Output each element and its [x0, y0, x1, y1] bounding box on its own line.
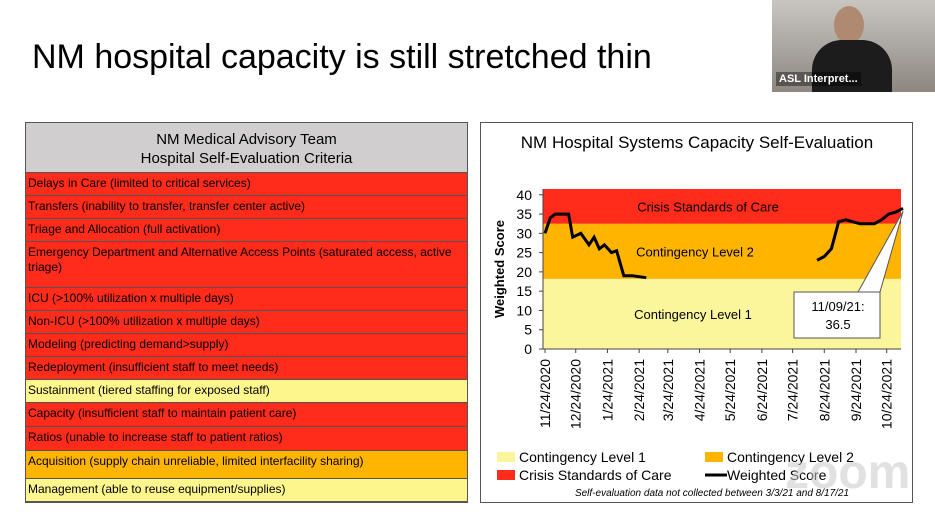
legend-label: Weighted Score	[727, 467, 827, 483]
x-tick-label: 11/24/2020	[537, 359, 553, 428]
table-row: Delays in Care (limited to critical serv…	[26, 173, 467, 196]
slide-title: NM hospital capacity is still stretched …	[32, 38, 652, 76]
legend-label: Crisis Standards of Care	[519, 467, 672, 483]
band	[543, 189, 901, 224]
header-line: Hospital Self-Evaluation Criteria	[140, 150, 353, 167]
x-tick-label: 2/24/2021	[631, 359, 647, 421]
table-header: NM Medical Advisory Team Hospital Self-E…	[26, 123, 467, 173]
y-tick-label: 30	[516, 225, 532, 241]
callout-date: 11/09/21:	[811, 299, 864, 314]
footnote: Self-evaluation data not collected betwe…	[575, 488, 849, 499]
band-label: Crisis Standards of Care	[637, 199, 779, 214]
x-tick-label: 4/24/2021	[691, 359, 707, 421]
legend-swatch	[497, 452, 515, 462]
chart-frame	[480, 122, 913, 503]
band	[543, 223, 901, 279]
y-tick-label: 15	[516, 283, 532, 299]
x-tick-label: 12/24/2020	[568, 359, 584, 429]
table-row: Non-ICU (>100% utilization x multiple da…	[26, 311, 467, 334]
y-axis-label: Weighted Score	[492, 220, 507, 318]
table-row: Transfers (inability to transfer, transf…	[26, 196, 467, 219]
table-row: Sustainment (tiered staffing for exposed…	[26, 380, 467, 403]
line	[543, 206, 904, 280]
legend-label: Contingency Level 1	[519, 449, 646, 465]
chart-title: NM Hospital Systems Capacity Self-Evalua…	[521, 133, 873, 152]
video-tile: ASL Interpret...	[772, 0, 935, 92]
participant-label: ASL Interpret...	[776, 72, 861, 86]
table-row: Modeling (predicting demand>supply)	[26, 334, 467, 357]
band-label: Contingency Level 2	[636, 244, 754, 259]
table-row: Capacity (insufficient staff to maintain…	[26, 403, 467, 427]
table-body: Delays in Care (limited to critical serv…	[26, 173, 467, 502]
y-tick-label: 10	[516, 302, 532, 318]
callout-box	[793, 291, 881, 339]
y-tick-label: 20	[516, 264, 532, 280]
callout-value: 36.5	[825, 317, 850, 332]
y-tick-label: 5	[524, 322, 532, 338]
person	[812, 40, 892, 92]
x-tick-label: 5/24/2021	[722, 359, 738, 421]
band-label: Contingency Level 1	[634, 307, 752, 322]
table-row: Redeployment (insufficient staff to meet…	[26, 357, 467, 380]
legend-label: Contingency Level 2	[727, 449, 854, 465]
header-line: NM Medical Advisory Team	[156, 131, 337, 148]
y-tick-label: 40	[516, 187, 532, 203]
x-tick-label: 6/24/2021	[754, 359, 770, 421]
criteria-table: NM Medical Advisory Team Hospital Self-E…	[25, 122, 468, 503]
x-tick-label: 1/24/2021	[599, 359, 615, 421]
y-tick-label: 35	[516, 206, 532, 222]
x-tick-label: 10/24/2021	[879, 359, 895, 429]
x-tick-label: 3/24/2021	[660, 359, 676, 421]
y-tick-label: 25	[516, 245, 532, 261]
legend-swatch	[497, 470, 515, 480]
table-row: Emergency Department and Alternative Acc…	[26, 242, 467, 288]
table-row: Ratios (unable to increase staff to pati…	[26, 427, 467, 451]
x-tick-label: 9/24/2021	[848, 359, 864, 421]
table-row: Acquisition (supply chain unreliable, li…	[26, 451, 467, 479]
y-tick-label: 0	[524, 341, 532, 357]
table-row: ICU (>100% utilization x multiple days)	[26, 288, 467, 311]
table-row: Management (able to reuse equipment/supp…	[26, 479, 467, 502]
watermark: zoom	[785, 446, 911, 499]
table-row: Triage and Allocation (full activation)	[26, 219, 467, 242]
legend-swatch	[705, 452, 723, 462]
person	[834, 6, 864, 44]
x-tick-label: 7/24/2021	[785, 359, 801, 421]
x-tick-label: 8/24/2021	[816, 359, 832, 421]
